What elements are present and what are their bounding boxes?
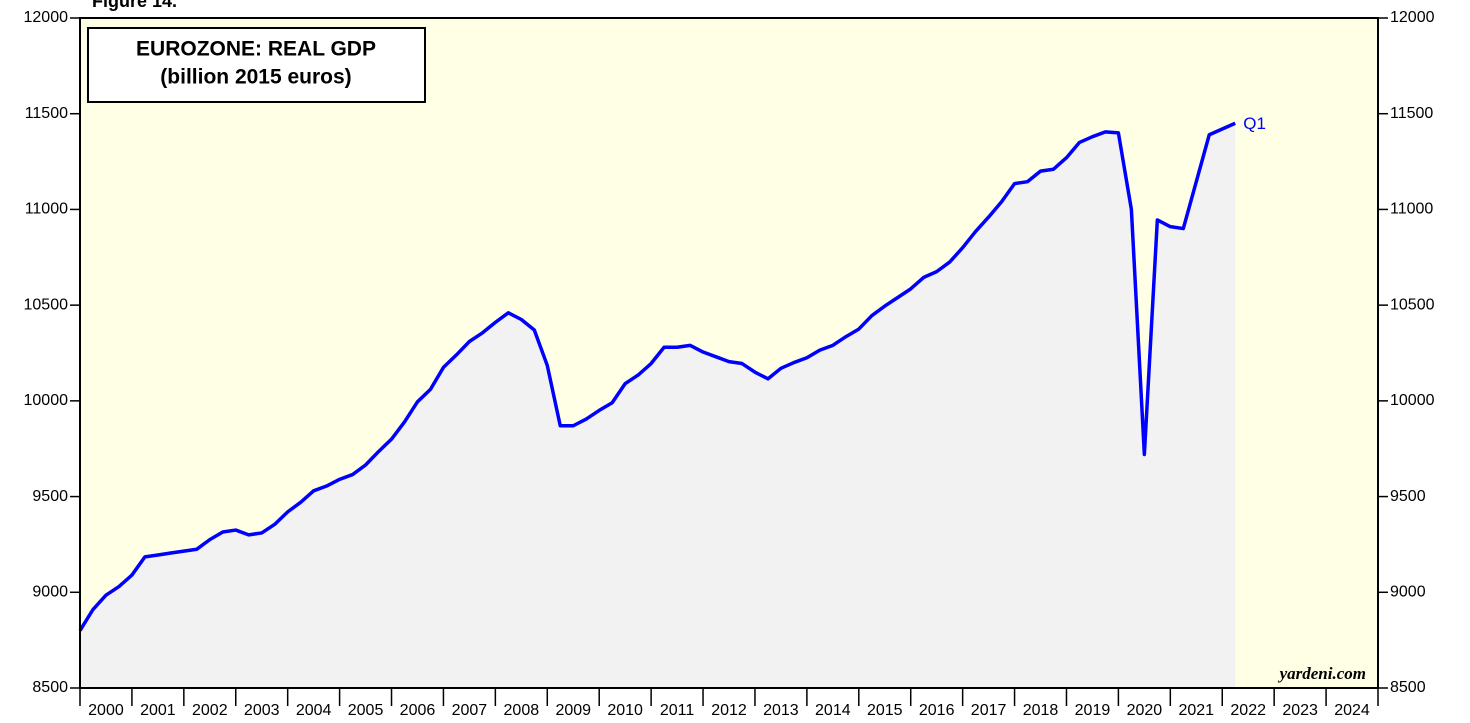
y2-tick-label: 9000 — [1390, 584, 1426, 601]
figure-label: Figure 14. — [92, 0, 177, 11]
x-tick-label: 2010 — [607, 702, 643, 719]
y-tick-label: 10500 — [24, 296, 69, 313]
x-tick-label: 2016 — [919, 702, 955, 719]
x-tick-label: 2009 — [555, 702, 591, 719]
x-tick-label: 2022 — [1230, 702, 1266, 719]
y-tick-label: 9000 — [32, 584, 68, 601]
x-tick-label: 2008 — [504, 702, 540, 719]
line — [78, 121, 1236, 632]
x-tick-label: 2024 — [1334, 702, 1370, 719]
y2-tick-label: 11000 — [1390, 201, 1433, 218]
x-tick-label: 2005 — [348, 702, 384, 719]
x-tick-label: 2021 — [1178, 702, 1214, 719]
chart-subtitle: (billion 2015 euros) — [160, 66, 351, 89]
y-tick-label: 11000 — [25, 201, 68, 218]
y2-tick-label: 10500 — [1390, 296, 1435, 313]
title-box — [87, 27, 426, 103]
source: yardeni.com — [1278, 664, 1366, 683]
x-tick-label: 2007 — [452, 702, 488, 719]
y-tick-label: 10000 — [24, 392, 69, 409]
x-tick-label: 2004 — [296, 702, 332, 719]
x-tick-label: 2003 — [244, 702, 280, 719]
y-tick-label: 12000 — [24, 9, 69, 26]
end-annotation: Q1 — [1243, 114, 1266, 133]
x-tick-label: 2018 — [1023, 702, 1059, 719]
x-tick-label: 2015 — [867, 702, 903, 719]
x-tick-label: 2011 — [660, 702, 695, 719]
x-tick-label: 2013 — [763, 702, 799, 719]
x-tick-label: 2001 — [140, 702, 176, 719]
plot-frame — [79, 17, 1379, 689]
y-tick-label: 11500 — [25, 105, 68, 122]
y2-tick-label: 8500 — [1390, 679, 1426, 696]
x-tick-label: 2002 — [192, 702, 228, 719]
y2-tick-label: 9500 — [1390, 488, 1426, 505]
y2-tick-label: 12000 — [1390, 9, 1435, 26]
x-tick-label: 2019 — [1075, 702, 1111, 719]
x-tick-label: 2023 — [1282, 702, 1318, 719]
y2-tick-label: 11500 — [1390, 105, 1433, 122]
x-tick-label: 2000 — [88, 702, 124, 719]
x-tick-label: 2012 — [711, 702, 747, 719]
y-tick-label: 8500 — [32, 679, 68, 696]
y-tick-label: 9500 — [32, 488, 68, 505]
chart-title: EUROZONE: REAL GDP — [136, 38, 376, 61]
x-tick-label: 2014 — [815, 702, 851, 719]
x-tick-label: 2006 — [400, 702, 436, 719]
x-tick-label: 2017 — [971, 702, 1007, 719]
y2-tick-label: 10000 — [1390, 392, 1435, 409]
x-tick-label: 2020 — [1127, 702, 1163, 719]
